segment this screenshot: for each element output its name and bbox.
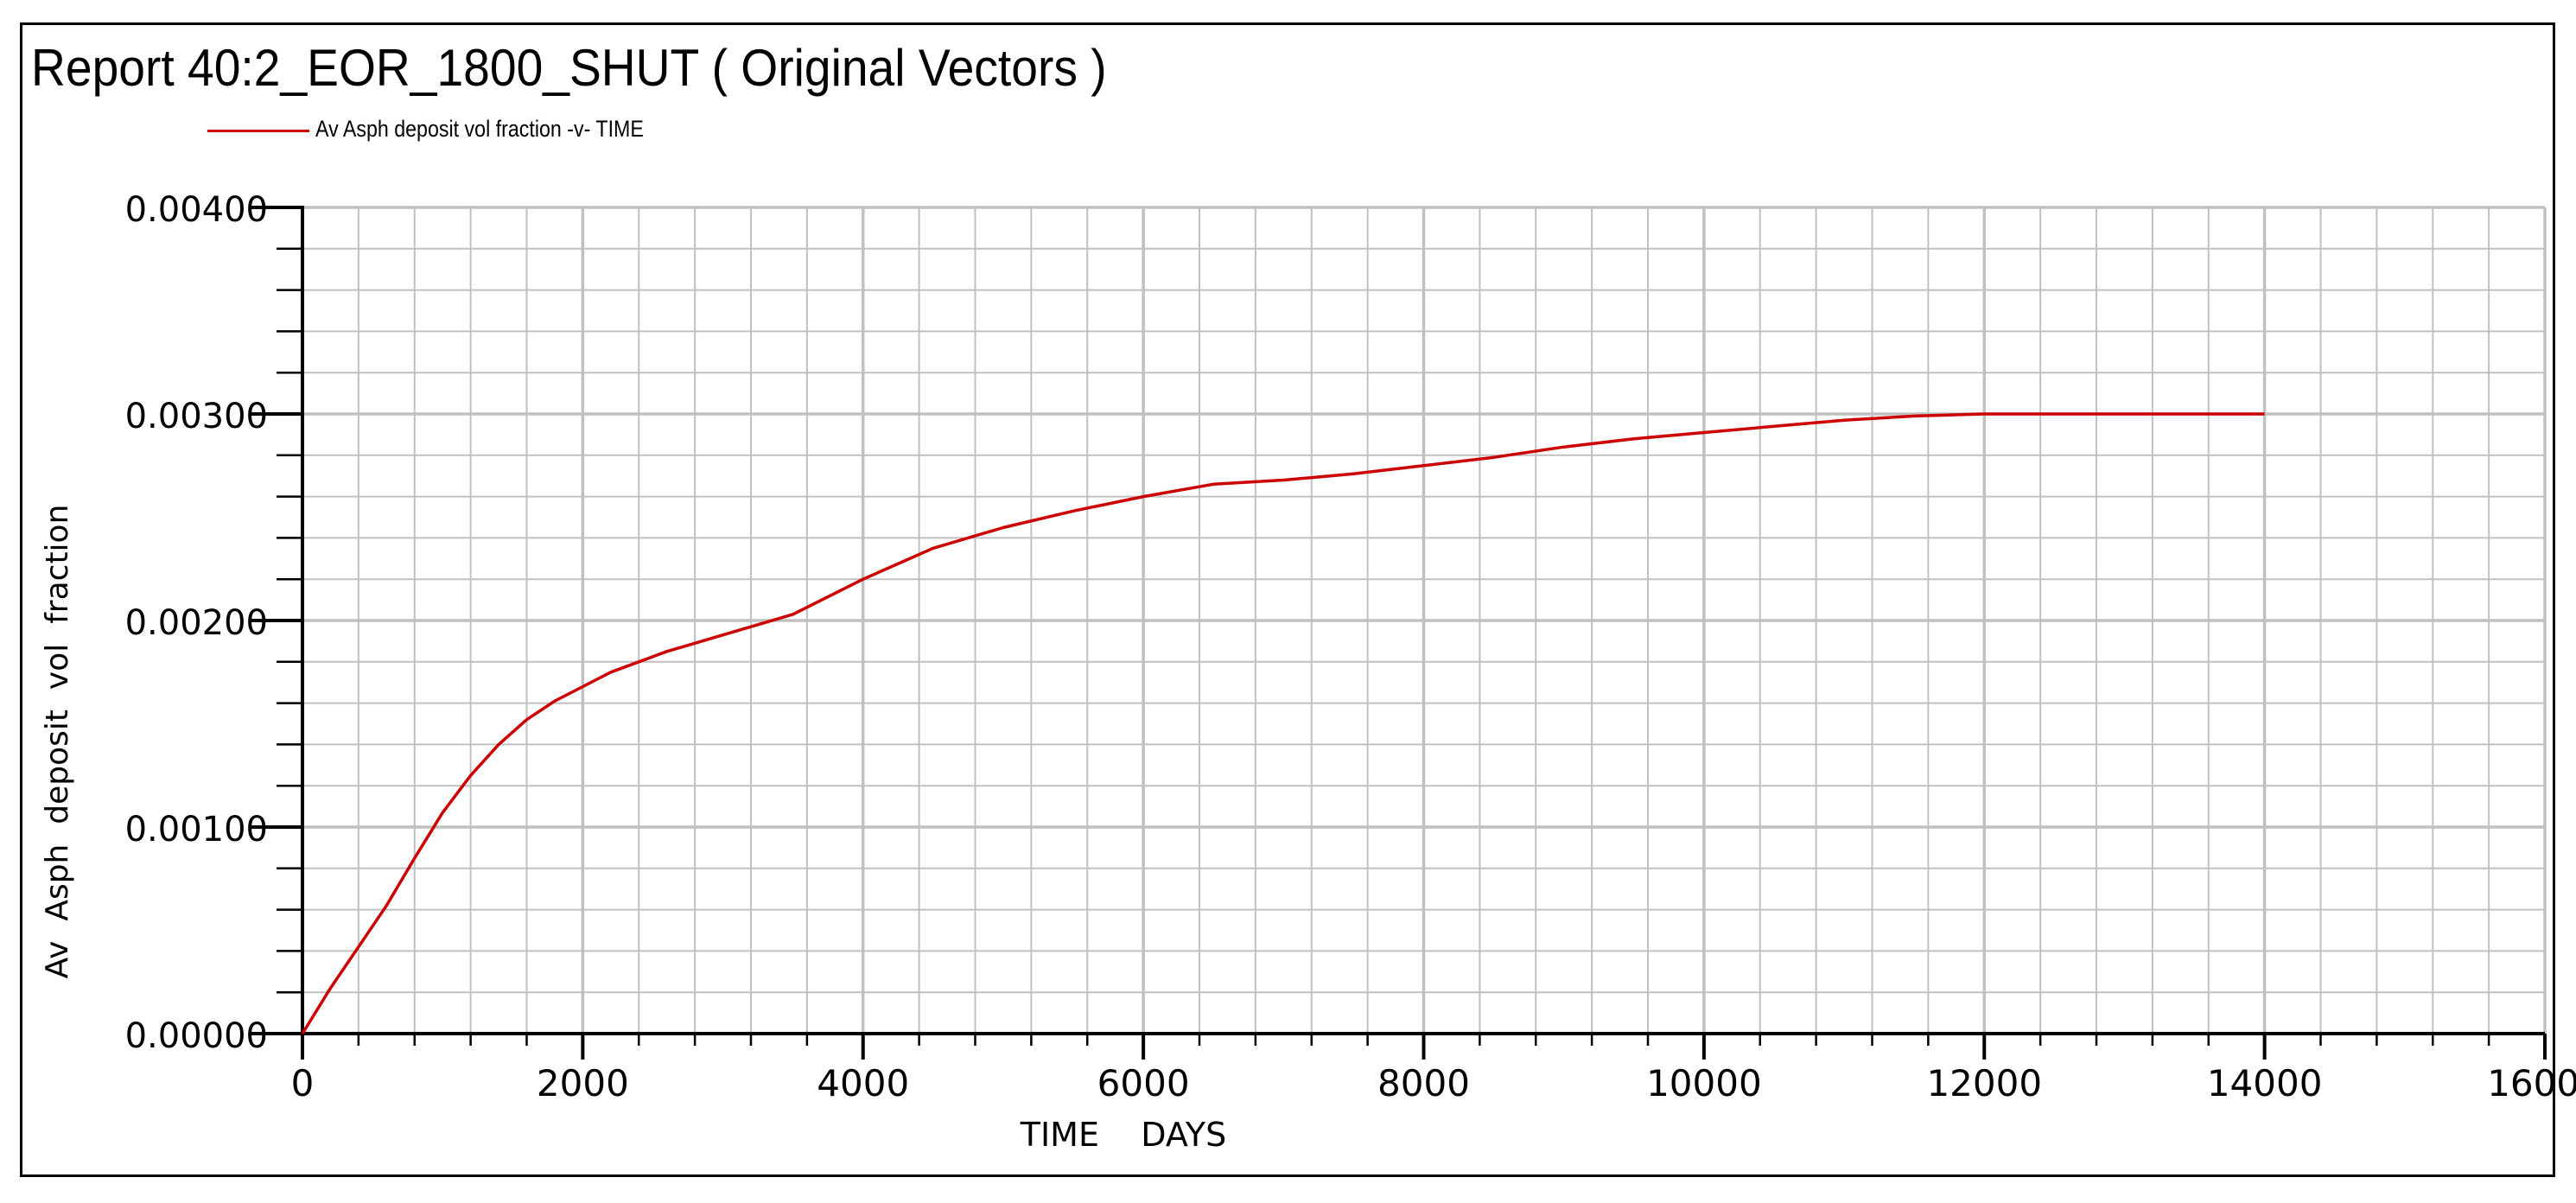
chart-grid (301, 206, 2547, 1035)
chart-axes (251, 206, 2547, 1060)
legend-line-swatch (207, 130, 309, 132)
legend-label: Av Asph deposit vol fraction -v- TIME (315, 116, 644, 142)
x-tick-label: 8000 (1377, 1062, 1470, 1104)
x-tick-label: 6000 (1097, 1062, 1190, 1104)
report-title: Report 40:2_EOR_1800_SHUT ( Original Vec… (31, 39, 1107, 97)
x-tick-label: 0 (291, 1062, 315, 1104)
x-tick-label: 2000 (537, 1062, 629, 1104)
chart-labels: 0.00000 0.00100 0.00200 0.00300 0.00400 0 2000… (40, 190, 2576, 1154)
y-tick-label: 0.00100 (125, 810, 268, 850)
x-tick-label: 14000 (2207, 1062, 2323, 1104)
x-axis-title: TIME DAYS (1020, 1116, 1227, 1154)
y-tick-label: 0.00000 (125, 1016, 268, 1056)
series-line-asph-deposit (301, 412, 2265, 1034)
x-tick-label: 16000 (2487, 1062, 2576, 1104)
chart-series (301, 412, 2265, 1034)
y-tick-label: 0.00300 (125, 397, 268, 436)
x-tick-label: 12000 (1926, 1062, 2042, 1104)
report-frame (20, 22, 2555, 1177)
y-tick-label: 0.00400 (125, 190, 268, 230)
y-axis-title: Av Asph deposit vol fraction (40, 505, 75, 979)
x-tick-label: 4000 (817, 1062, 909, 1104)
x-tick-label: 10000 (1646, 1062, 1762, 1104)
y-tick-label: 0.00200 (125, 603, 268, 643)
